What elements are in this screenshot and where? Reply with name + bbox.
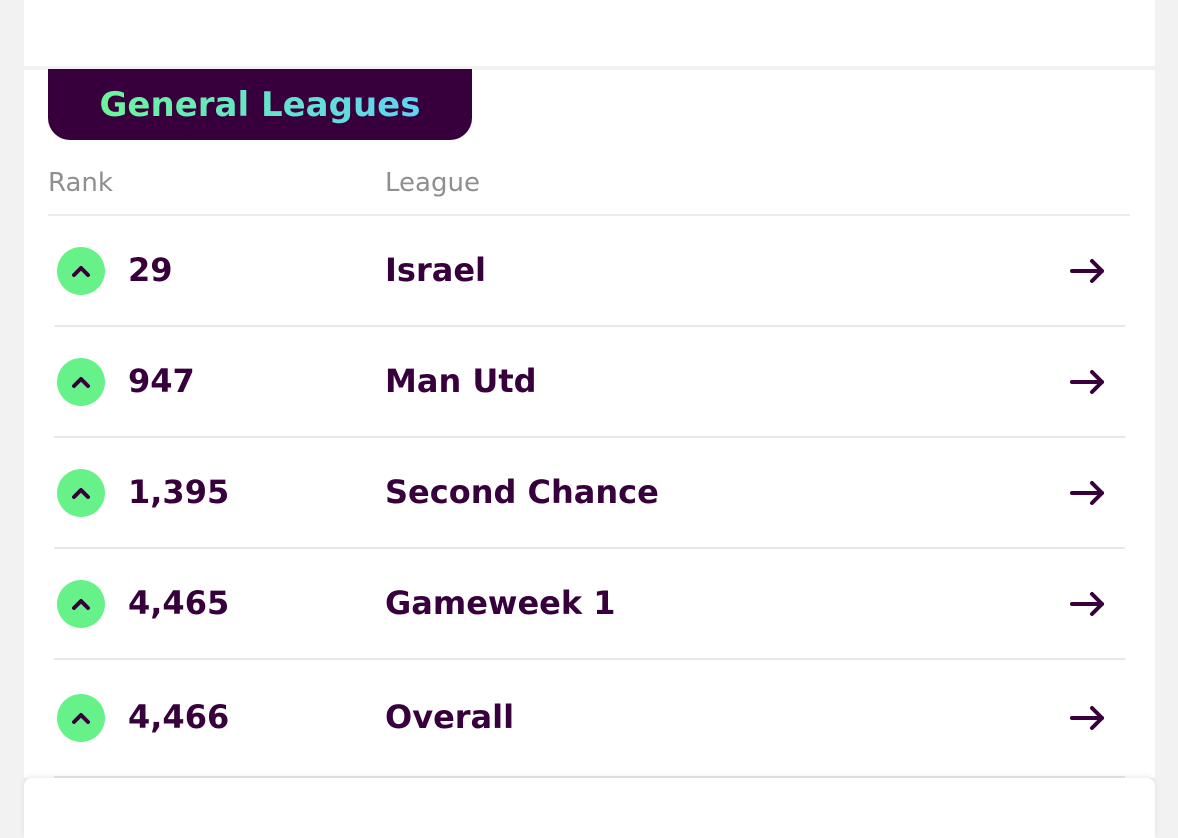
arrow: [1070, 480, 1104, 505]
column-header: Rank: [48, 168, 113, 198]
rank-up-icon: [57, 579, 105, 628]
rank-value: 4,466: [128, 698, 230, 736]
league-name: Israel: [385, 250, 486, 289]
arrow-icon[interactable]: [1068, 366, 1108, 406]
rank-value: 4,465: [128, 583, 230, 622]
league-row[interactable]: 4,465 Gameweek 1: [54, 549, 1125, 660]
league-name: Second Chance: [385, 472, 659, 511]
arrow-icon[interactable]: [1068, 255, 1108, 295]
arrow-icon[interactable]: [1068, 702, 1108, 742]
table-header: Rank League: [48, 166, 1130, 216]
rank-value: 29: [128, 250, 173, 289]
leagues-card: General Leagues Rank League 29 Israel 947 M…: [24, 69, 1155, 778]
league-name: Overall: [385, 698, 515, 736]
rank-value: 947: [128, 361, 195, 400]
chevron: [72, 487, 90, 499]
league-row[interactable]: 947 Man Utd: [54, 327, 1125, 438]
bottom-card: [24, 778, 1155, 838]
rank-up-icon: [57, 468, 105, 517]
arrow-icon[interactable]: [1068, 477, 1108, 517]
league-row[interactable]: 1,395 Second Chance: [54, 438, 1125, 549]
chevron: [72, 265, 90, 277]
league-row[interactable]: 4,466 Overall: [54, 660, 1125, 778]
arrow: [1070, 591, 1104, 616]
chevron: [72, 713, 90, 724]
arrow: [1070, 369, 1104, 394]
arrow: [1070, 706, 1104, 730]
section-title: General Leagues: [99, 84, 421, 125]
league-name: Gameweek 1: [385, 583, 616, 622]
league-row[interactable]: 29 Israel: [54, 216, 1125, 327]
rank-up-icon: [57, 246, 105, 295]
rank-up-icon: [57, 357, 105, 406]
arrow: [1070, 258, 1104, 283]
rank-up-icon: [57, 694, 105, 742]
column-header: League: [385, 168, 480, 198]
league-name: Man Utd: [385, 361, 537, 400]
page: General Leagues Rank League 29 Israel 947 M…: [24, 0, 1155, 838]
rank-value: 1,395: [128, 472, 230, 511]
chevron: [72, 376, 90, 388]
top-card: [24, 0, 1155, 66]
chevron: [72, 598, 90, 610]
section-tab: General Leagues: [48, 69, 472, 140]
arrow-icon[interactable]: [1068, 588, 1108, 628]
